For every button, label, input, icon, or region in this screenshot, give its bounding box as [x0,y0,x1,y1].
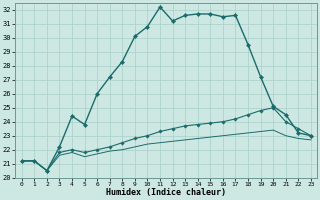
X-axis label: Humidex (Indice chaleur): Humidex (Indice chaleur) [106,188,226,197]
